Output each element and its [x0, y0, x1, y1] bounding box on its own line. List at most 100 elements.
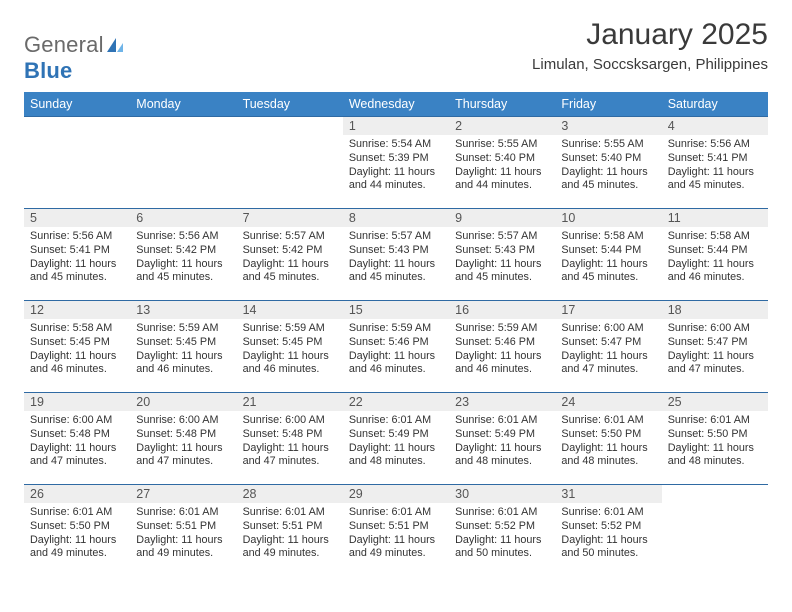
calendar-cell: 2Sunrise: 5:55 AMSunset: 5:40 PMDaylight… — [449, 116, 555, 208]
location-text: Limulan, Soccsksargen, Philippines — [532, 56, 768, 73]
day-number-bar: 30 — [449, 484, 555, 503]
sunrise-line: Sunrise: 5:59 AM — [136, 322, 230, 336]
sunset-line: Sunset: 5:41 PM — [30, 244, 124, 258]
sunrise-line: Sunrise: 5:57 AM — [455, 230, 549, 244]
sunrise-line: Sunrise: 6:00 AM — [668, 322, 762, 336]
calendar-cell — [130, 116, 236, 208]
sunset-line: Sunset: 5:42 PM — [243, 244, 337, 258]
daylight-line: Daylight: 11 hours and 50 minutes. — [561, 534, 655, 562]
sunset-line: Sunset: 5:45 PM — [243, 336, 337, 350]
sunrise-line: Sunrise: 5:58 AM — [668, 230, 762, 244]
day-number-bar — [662, 484, 768, 503]
day-body: Sunrise: 5:59 AMSunset: 5:45 PMDaylight:… — [130, 319, 236, 381]
day-number-bar: 3 — [555, 116, 661, 135]
day-number-bar: 23 — [449, 392, 555, 411]
sunrise-line: Sunrise: 6:00 AM — [243, 414, 337, 428]
calendar-cell: 29Sunrise: 6:01 AMSunset: 5:51 PMDayligh… — [343, 484, 449, 576]
weekday-header: Saturday — [662, 92, 768, 116]
day-body: Sunrise: 5:58 AMSunset: 5:44 PMDaylight:… — [662, 227, 768, 289]
day-body: Sunrise: 6:01 AMSunset: 5:49 PMDaylight:… — [343, 411, 449, 473]
calendar-week-row: 19Sunrise: 6:00 AMSunset: 5:48 PMDayligh… — [24, 392, 768, 484]
day-number-bar: 2 — [449, 116, 555, 135]
sunrise-line: Sunrise: 5:58 AM — [561, 230, 655, 244]
sunset-line: Sunset: 5:45 PM — [136, 336, 230, 350]
day-body: Sunrise: 5:57 AMSunset: 5:43 PMDaylight:… — [343, 227, 449, 289]
calendar-cell: 26Sunrise: 6:01 AMSunset: 5:50 PMDayligh… — [24, 484, 130, 576]
day-number-bar: 10 — [555, 208, 661, 227]
calendar-cell: 9Sunrise: 5:57 AMSunset: 5:43 PMDaylight… — [449, 208, 555, 300]
daylight-line: Daylight: 11 hours and 45 minutes. — [136, 258, 230, 286]
calendar-cell: 5Sunrise: 5:56 AMSunset: 5:41 PMDaylight… — [24, 208, 130, 300]
calendar-body: 1Sunrise: 5:54 AMSunset: 5:39 PMDaylight… — [24, 116, 768, 576]
day-number-bar: 16 — [449, 300, 555, 319]
day-number-bar: 14 — [237, 300, 343, 319]
sunset-line: Sunset: 5:51 PM — [243, 520, 337, 534]
calendar-cell: 23Sunrise: 6:01 AMSunset: 5:49 PMDayligh… — [449, 392, 555, 484]
day-body: Sunrise: 5:56 AMSunset: 5:41 PMDaylight:… — [24, 227, 130, 289]
sunset-line: Sunset: 5:51 PM — [136, 520, 230, 534]
sunrise-line: Sunrise: 5:56 AM — [30, 230, 124, 244]
daylight-line: Daylight: 11 hours and 46 minutes. — [349, 350, 443, 378]
calendar-cell: 3Sunrise: 5:55 AMSunset: 5:40 PMDaylight… — [555, 116, 661, 208]
calendar-cell: 24Sunrise: 6:01 AMSunset: 5:50 PMDayligh… — [555, 392, 661, 484]
daylight-line: Daylight: 11 hours and 49 minutes. — [349, 534, 443, 562]
weekday-header: Monday — [130, 92, 236, 116]
day-body — [662, 503, 768, 510]
day-body: Sunrise: 5:58 AMSunset: 5:45 PMDaylight:… — [24, 319, 130, 381]
daylight-line: Daylight: 11 hours and 45 minutes. — [561, 258, 655, 286]
day-body: Sunrise: 6:00 AMSunset: 5:47 PMDaylight:… — [662, 319, 768, 381]
day-number-bar: 15 — [343, 300, 449, 319]
day-body: Sunrise: 6:01 AMSunset: 5:50 PMDaylight:… — [662, 411, 768, 473]
daylight-line: Daylight: 11 hours and 45 minutes. — [561, 166, 655, 194]
day-number-bar: 5 — [24, 208, 130, 227]
day-number-bar: 12 — [24, 300, 130, 319]
day-number-bar: 8 — [343, 208, 449, 227]
sunrise-line: Sunrise: 5:56 AM — [136, 230, 230, 244]
calendar-cell: 8Sunrise: 5:57 AMSunset: 5:43 PMDaylight… — [343, 208, 449, 300]
sunset-line: Sunset: 5:39 PM — [349, 152, 443, 166]
calendar-cell — [24, 116, 130, 208]
daylight-line: Daylight: 11 hours and 47 minutes. — [30, 442, 124, 470]
sunset-line: Sunset: 5:46 PM — [349, 336, 443, 350]
calendar-week-row: 26Sunrise: 6:01 AMSunset: 5:50 PMDayligh… — [24, 484, 768, 576]
sunrise-line: Sunrise: 6:01 AM — [30, 506, 124, 520]
sunset-line: Sunset: 5:48 PM — [136, 428, 230, 442]
sunrise-line: Sunrise: 6:00 AM — [136, 414, 230, 428]
day-body: Sunrise: 6:01 AMSunset: 5:50 PMDaylight:… — [555, 411, 661, 473]
calendar-cell: 4Sunrise: 5:56 AMSunset: 5:41 PMDaylight… — [662, 116, 768, 208]
calendar-cell: 30Sunrise: 6:01 AMSunset: 5:52 PMDayligh… — [449, 484, 555, 576]
day-number-bar: 13 — [130, 300, 236, 319]
day-body: Sunrise: 5:54 AMSunset: 5:39 PMDaylight:… — [343, 135, 449, 197]
brand-text: General Blue — [24, 32, 125, 84]
day-number-bar: 20 — [130, 392, 236, 411]
calendar-cell: 31Sunrise: 6:01 AMSunset: 5:52 PMDayligh… — [555, 484, 661, 576]
sunset-line: Sunset: 5:45 PM — [30, 336, 124, 350]
daylight-line: Daylight: 11 hours and 47 minutes. — [243, 442, 337, 470]
sunset-line: Sunset: 5:40 PM — [561, 152, 655, 166]
daylight-line: Daylight: 11 hours and 45 minutes. — [455, 258, 549, 286]
daylight-line: Daylight: 11 hours and 44 minutes. — [349, 166, 443, 194]
calendar-table: SundayMondayTuesdayWednesdayThursdayFrid… — [24, 92, 768, 576]
day-number-bar: 9 — [449, 208, 555, 227]
daylight-line: Daylight: 11 hours and 50 minutes. — [455, 534, 549, 562]
brand-word-1: General — [24, 32, 104, 57]
day-number-bar: 21 — [237, 392, 343, 411]
daylight-line: Daylight: 11 hours and 45 minutes. — [30, 258, 124, 286]
calendar-cell: 27Sunrise: 6:01 AMSunset: 5:51 PMDayligh… — [130, 484, 236, 576]
day-body: Sunrise: 6:01 AMSunset: 5:51 PMDaylight:… — [343, 503, 449, 565]
day-number-bar: 22 — [343, 392, 449, 411]
day-body: Sunrise: 6:00 AMSunset: 5:48 PMDaylight:… — [24, 411, 130, 473]
day-number-bar: 24 — [555, 392, 661, 411]
day-body: Sunrise: 5:55 AMSunset: 5:40 PMDaylight:… — [449, 135, 555, 197]
day-body: Sunrise: 6:01 AMSunset: 5:49 PMDaylight:… — [449, 411, 555, 473]
daylight-line: Daylight: 11 hours and 49 minutes. — [136, 534, 230, 562]
day-body: Sunrise: 6:01 AMSunset: 5:50 PMDaylight:… — [24, 503, 130, 565]
sunrise-line: Sunrise: 6:01 AM — [455, 414, 549, 428]
sunrise-line: Sunrise: 5:59 AM — [243, 322, 337, 336]
sunrise-line: Sunrise: 6:01 AM — [561, 414, 655, 428]
sunrise-line: Sunrise: 5:58 AM — [30, 322, 124, 336]
weekday-header: Thursday — [449, 92, 555, 116]
day-number-bar: 1 — [343, 116, 449, 135]
day-number-bar — [24, 116, 130, 135]
day-body: Sunrise: 6:00 AMSunset: 5:48 PMDaylight:… — [130, 411, 236, 473]
